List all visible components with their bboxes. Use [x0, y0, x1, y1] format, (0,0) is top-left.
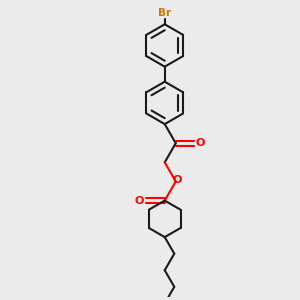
Text: O: O [172, 175, 182, 185]
Text: Br: Br [158, 8, 171, 18]
Text: O: O [196, 138, 205, 148]
Text: O: O [135, 196, 144, 206]
